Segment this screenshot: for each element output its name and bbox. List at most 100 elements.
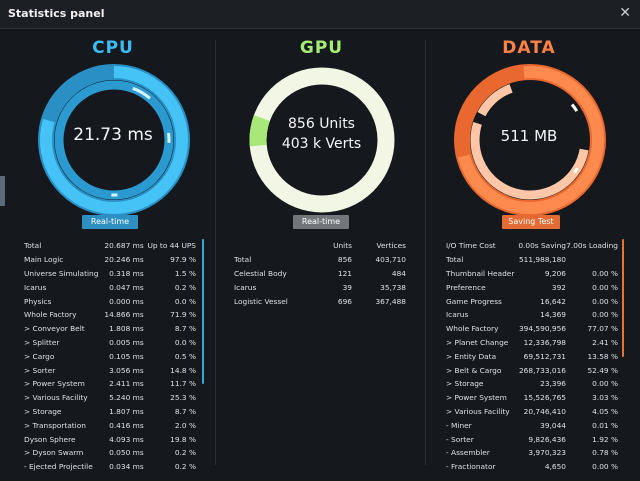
table-cell: Preference [446, 282, 486, 292]
column-divider [425, 40, 426, 465]
table-cell: 1.92 % [592, 434, 618, 444]
table-cell: 2.41 % [592, 337, 618, 347]
table-cell: 0.00 % [592, 282, 618, 292]
table-cell: 14.866 ms [104, 310, 144, 320]
table-row: > Power System 15,526,765 3.03 % [446, 391, 618, 405]
table-cell: 856 [337, 255, 352, 265]
table-row: Total 20.687 ms Up to 44 UPS [24, 239, 196, 253]
table-cell: 12,336,798 [523, 337, 566, 347]
table-row: > Belt & Cargo 268,733,016 52.49 % [446, 363, 618, 377]
table-cell: Icarus [234, 282, 257, 292]
table-cell: 71.9 % [170, 310, 196, 320]
table-cell: 0.105 ms [109, 351, 144, 361]
table-cell: 0.034 ms [109, 462, 144, 472]
table-cell: 97.9 % [170, 255, 196, 265]
data-ring-hole [483, 93, 577, 187]
table-cell: 25.3 % [170, 393, 196, 403]
data-inner-highlights [473, 83, 587, 197]
table-row: Icarus 0.047 ms 0.2 % [24, 280, 196, 294]
table-cell: 1.5 % [174, 268, 196, 278]
table-cell: Whole Factory [446, 324, 499, 334]
table-cell: Whole Factory [24, 310, 77, 320]
table-cell [566, 253, 618, 267]
table-cell: 0.005 ms [109, 337, 144, 347]
table-cell: 7.00s Loading [566, 241, 618, 251]
table-cell: 3.03 % [592, 393, 618, 403]
cpu-center-value: 21.73 ms [73, 125, 153, 145]
side-handle[interactable] [0, 176, 5, 206]
table-cell: 394,590,956 [518, 324, 566, 334]
cpu-scrollbar[interactable] [202, 239, 204, 384]
table-cell: 2.0 % [174, 420, 196, 430]
cpu-ring-hole [67, 93, 161, 187]
table-cell: 4,650 [544, 462, 566, 472]
table-cell: 14,369 [540, 310, 566, 320]
table-cell: 0.000 ms [109, 296, 144, 306]
table-cell: 0.78 % [592, 448, 618, 458]
table-cell: > Conveyor Belt [24, 324, 85, 334]
table-cell: Universe Simulating [24, 268, 99, 278]
table-cell: > Power System [446, 393, 507, 403]
cpu-donut-chart [38, 64, 190, 216]
table-cell: 0.416 ms [109, 420, 144, 430]
table-cell: 0.00 % [592, 462, 618, 472]
data-mode-button[interactable]: Saving Test [502, 215, 560, 229]
table-cell: 0.5 % [174, 351, 196, 361]
table-row: - Assembler 3,970,323 0.78 % [446, 446, 618, 460]
table-cell: 0.047 ms [109, 282, 144, 292]
table-cell: 0.00 % [592, 296, 618, 306]
table-cell: 19.8 % [170, 434, 196, 444]
data-scrollbar[interactable] [622, 239, 624, 357]
table-row: Main Logic 20.246 ms 97.9 % [24, 253, 196, 267]
table-cell: 16,642 [540, 296, 566, 306]
table-row: Total 511,988,180 [446, 253, 618, 267]
table-cell: 5.240 ms [109, 393, 144, 403]
gpu-panel: GPU 856 Units 403 k Verts Real-time Unit… [224, 28, 419, 481]
table-cell: 15,526,765 [523, 393, 566, 403]
table-cell: > Dyson Swarm [24, 448, 84, 458]
table-cell: 0.00 % [592, 310, 618, 320]
table-cell: - Ejected Projectile [24, 462, 93, 472]
table-cell: 3.056 ms [109, 365, 144, 375]
table-cell: - Miner [446, 420, 472, 430]
table-cell: > Entity Data [446, 351, 497, 361]
table-cell: 39,044 [540, 420, 566, 430]
gpu-mode-button[interactable]: Real-time [293, 215, 349, 229]
table-cell: 3,970,323 [528, 448, 566, 458]
table-cell: Icarus [446, 310, 469, 320]
close-icon[interactable]: ✕ [619, 5, 631, 21]
gpu-stats-table: Units Vertices Total 856 403,710 Celestial Bo… [234, 239, 406, 308]
cpu-mode-button[interactable]: Real-time [82, 215, 138, 229]
table-cell: 4.05 % [592, 406, 618, 416]
table-cell: I/O Time Cost [446, 241, 496, 251]
table-cell: - Assembler [446, 448, 490, 458]
table-cell: Total [446, 255, 464, 265]
table-cell: - Fractionator [446, 462, 496, 472]
table-cell: 2.411 ms [109, 379, 144, 389]
table-cell: 0.318 ms [109, 268, 144, 278]
table-row: Icarus 39 35,738 [234, 280, 406, 294]
table-row: Preference 392 0.00 % [446, 280, 618, 294]
table-cell: 0.00 % [592, 268, 618, 278]
table-cell: 0.0 % [174, 296, 196, 306]
table-row: Whole Factory 394,590,956 77.07 % [446, 322, 618, 336]
table-cell: > Storage [24, 406, 62, 416]
table-row: > Various Facility 5.240 ms 25.3 % [24, 391, 196, 405]
table-cell: Logistic Vessel [234, 296, 288, 306]
table-cell: Units [333, 241, 352, 251]
table-row: Whole Factory 14.866 ms 71.9 % [24, 308, 196, 322]
table-cell: > Various Facility [446, 406, 510, 416]
table-cell: 77.07 % [587, 324, 618, 334]
table-row: > Transportation 0.416 ms 2.0 % [24, 418, 196, 432]
table-cell: 4.093 ms [109, 434, 144, 444]
table-cell: 0.00 % [592, 379, 618, 389]
table-cell: 8.7 % [174, 406, 196, 416]
table-cell: 511,988,180 [518, 255, 566, 265]
cpu-panel: CPU 21.73 ms Real-time Total 20.687 ms Up … [16, 28, 210, 481]
table-cell: Game Progress [446, 296, 502, 306]
data-center-value: 511 MB [500, 127, 558, 145]
table-cell: 392 [551, 282, 566, 292]
table-cell: 11.7 % [170, 379, 196, 389]
data-outer-segment [456, 66, 604, 214]
table-cell: 52.49 % [587, 365, 618, 375]
